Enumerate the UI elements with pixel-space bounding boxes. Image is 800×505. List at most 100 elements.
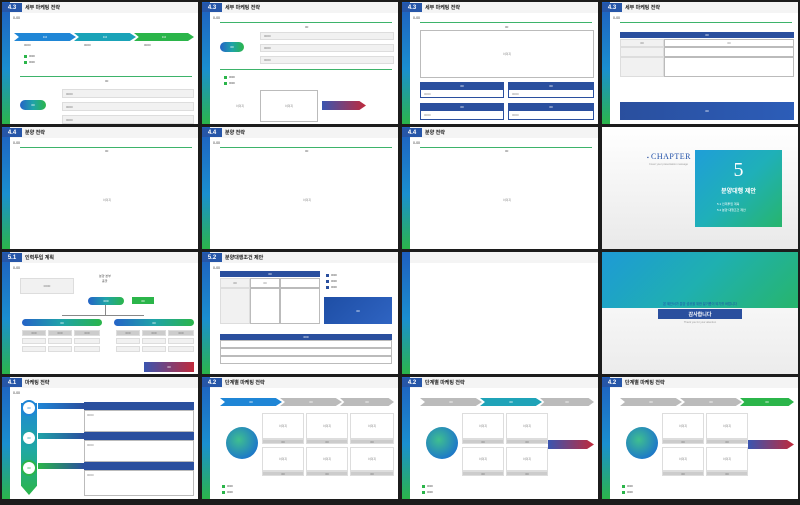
org-cell [22, 346, 46, 352]
row-box: 0000 [62, 89, 194, 98]
slide-subtitle: 0-00 [413, 16, 421, 20]
slide-thumbnail-12[interactable]: 본 제안서가 분양 성공을 위한 밑거름이 되기를 바랍니다 감사합니다 Tha… [602, 252, 798, 374]
side-accent-bar [202, 2, 210, 124]
section-label: 00 [305, 149, 309, 153]
info-box: 0000 [20, 278, 74, 294]
tile-caption: 00 [706, 439, 748, 444]
slide-thumbnail-13[interactable]: 4.1 마케팅 전략 0-00 00 00 00 0000 0000 0000 [2, 377, 198, 499]
org-branch-left: 00 [22, 319, 102, 326]
divider [220, 22, 392, 23]
slide-thumbnail-15[interactable]: 4.2 단계별 마케팅 전략 00 00 00 이미지 00 이미지 00 이미… [402, 377, 598, 499]
slide-thumbnail-2[interactable]: 4.3 세부 마케팅 전략 0-00 00 00 0000 0000 0000 … [202, 2, 398, 124]
image-tile: 이미지 [662, 447, 704, 471]
slide-thumbnail-5[interactable]: 4.4 분양 전략 0-00 00 이미지 [2, 127, 198, 249]
legend-item: 0000 [222, 485, 233, 488]
table-cell [664, 47, 794, 57]
image-tile: 이미지 [506, 447, 548, 471]
step-circle: 00 [21, 400, 37, 416]
slide-header [402, 377, 598, 388]
slide-thumbnail-6[interactable]: 4.4 분양 전략 0-00 00 이미지 [202, 127, 398, 249]
slide-title: 세부 마케팅 전략 [225, 5, 260, 11]
table-cell [220, 288, 250, 324]
legend-item: 0000 [224, 82, 235, 85]
section-label: 00 [305, 25, 309, 29]
card-header: 00 [420, 103, 504, 110]
slide-header [602, 377, 798, 388]
stage-chevron: 00 [620, 398, 682, 406]
tile-caption: 00 [462, 439, 504, 444]
image-placeholder: 이미지 [420, 30, 594, 78]
org-cell [168, 338, 194, 344]
divider [20, 76, 192, 77]
table-cell [620, 57, 664, 77]
section-number: 4.4 [2, 128, 22, 137]
legend-item: 0000 [622, 485, 633, 488]
banner-graphic [602, 252, 798, 308]
image-tile: 이미지 [706, 413, 748, 439]
section-number: 5.1 [2, 253, 22, 262]
divider [420, 22, 592, 23]
slide-subtitle: 0-00 [213, 16, 221, 20]
legend-item: 0000 [422, 485, 433, 488]
card-body: 0000 [508, 110, 594, 120]
tile-caption: 00 [506, 471, 548, 476]
chapter-title: 분양대행 제안 [721, 189, 756, 195]
slide-subtitle: 0-00 [13, 266, 21, 270]
org-top-label: 분양 본부 [99, 274, 111, 278]
legend-item: 0000 [224, 76, 235, 79]
side-accent-bar [202, 127, 210, 249]
slide-header [2, 252, 198, 263]
image-tile: 이미지 [462, 413, 504, 439]
step-caption: 0000 [84, 43, 91, 47]
section-label: 00 [505, 25, 509, 29]
slide-subtitle: 0-00 [413, 141, 421, 145]
image-tile: 이미지 [662, 413, 704, 439]
side-accent-bar [202, 377, 210, 499]
thanks-subtitle: Thank you for your attention [683, 321, 717, 324]
slide-header [402, 2, 598, 13]
slide-thumbnail-4[interactable]: 4.3 세부 마케팅 전략 0-00 00 00 00 00 [602, 2, 798, 124]
section-number: 4.3 [402, 3, 422, 12]
slide-title: 분양 전략 [225, 130, 245, 136]
section-number: 4.2 [202, 378, 222, 387]
image-placeholder: 이미지 [260, 90, 318, 122]
section-label: 00 [505, 149, 509, 153]
circle-graphic [626, 427, 658, 459]
org-cell [74, 338, 100, 344]
table-cell [280, 288, 320, 324]
slide-thumbnail-3[interactable]: 4.3 세부 마케팅 전략 0-00 00 이미지 00 0000 00 000… [402, 2, 598, 124]
step-bar [84, 462, 194, 470]
slide-header [2, 2, 198, 13]
slide-thumbnail-14[interactable]: 4.2 단계별 마케팅 전략 00 00 00 이미지 00 이미지 00 이미… [202, 377, 398, 499]
slide-thumbnail-16[interactable]: 4.2 단계별 마케팅 전략 00 00 00 이미지 00 이미지 00 이미… [602, 377, 798, 499]
image-tile: 이미지 [350, 447, 394, 471]
slide-header [202, 252, 398, 263]
step-bar [84, 402, 194, 410]
org-cell: 000 [48, 330, 72, 336]
connector-bar [38, 463, 84, 469]
slide-title: 인력투입 계획 [25, 255, 54, 261]
card-header: 00 [508, 103, 594, 110]
slide-thumbnail-9[interactable]: 5.1 인력투입 계획 0-00 0000 분양 본부 총괄 000 00 00… [2, 252, 198, 374]
row-box: 0000 [62, 102, 194, 111]
org-cell: 000 [168, 330, 194, 336]
chapter-number: 5 [733, 159, 744, 181]
slide-thumbnail-10[interactable]: 5.2 분양대행조건 제안 0-00 00 00 00 0000 0000 00… [202, 252, 398, 374]
section-label: 00 [105, 149, 109, 153]
slide-thumbnail-7[interactable]: 4.4 분양 전략 0-00 00 이미지 [402, 127, 598, 249]
section-number: 4.3 [202, 3, 222, 12]
section-number: 4.4 [202, 128, 222, 137]
slide-thumbnail-8[interactable]: ▪ CHAPTER Cover your presentation messag… [602, 127, 798, 249]
slide-title: 분양 전략 [25, 130, 45, 136]
chapter-item: 5.2 분양 대행조건 제안 [717, 208, 746, 212]
slide-subtitle: 0-00 [13, 16, 21, 20]
thanks-banner: 감사합니다 [658, 309, 742, 319]
lower-table-row [220, 340, 392, 348]
blue-panel: 00 [324, 297, 392, 324]
step-chevron: 0.0 [14, 33, 76, 41]
org-cell [116, 338, 140, 344]
slide-thumbnail-11[interactable] [402, 252, 598, 374]
slide-thumbnail-1[interactable]: 4.3 세부 마케팅 전략 0-00 0.0 0.0 0.0 0000 0000… [2, 2, 198, 124]
stage-chevron: 00 [680, 398, 742, 406]
row-box: 0000 [62, 115, 194, 124]
